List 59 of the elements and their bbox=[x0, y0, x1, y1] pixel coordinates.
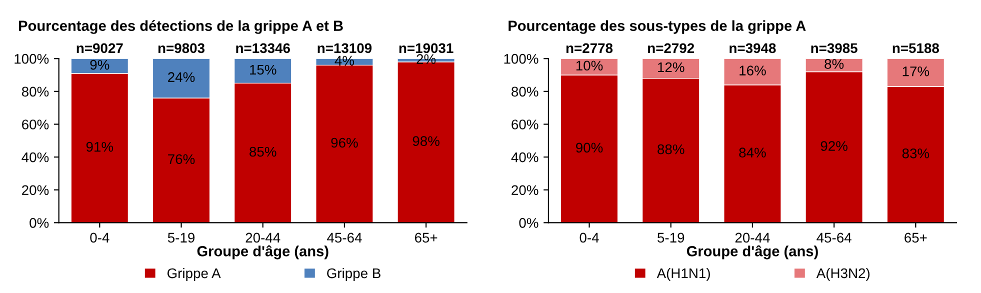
y-tick-label: 20% bbox=[512, 185, 538, 196]
x-tick-label: 0-4 bbox=[580, 232, 599, 243]
x-tick-label: 0-4 bbox=[90, 232, 110, 243]
data-label: 10% bbox=[576, 60, 603, 71]
data-label: 17% bbox=[902, 66, 930, 76]
y-tick-label: 80% bbox=[22, 86, 49, 97]
y-tick-label: 80% bbox=[512, 86, 538, 97]
y-tick-label: 100% bbox=[14, 54, 49, 64]
x-tick-label: 45-64 bbox=[327, 232, 362, 243]
x-tick-label: 20-44 bbox=[246, 232, 280, 243]
data-label: 16% bbox=[740, 66, 766, 76]
data-label: 83% bbox=[902, 148, 930, 158]
x-axis-title: Groupe d'âge (ans) bbox=[197, 245, 328, 260]
data-label: 2% bbox=[416, 54, 436, 64]
annotation: n=19031 bbox=[399, 43, 454, 54]
x-tick-label: 20-44 bbox=[735, 232, 770, 243]
y-tick-label: 20% bbox=[22, 185, 49, 196]
data-label: 90% bbox=[576, 142, 603, 153]
chart-title: Pourcentage des détections de la grippe A et B bbox=[19, 20, 343, 34]
annotation: n=5188 bbox=[892, 43, 939, 54]
data-label: 24% bbox=[168, 72, 195, 82]
data-label: 96% bbox=[331, 138, 358, 148]
y-tick-label: 100% bbox=[504, 54, 538, 64]
data-label: 85% bbox=[250, 146, 276, 157]
annotation: n=2792 bbox=[648, 43, 694, 54]
x-tick-label: 65+ bbox=[904, 232, 927, 243]
data-label: 92% bbox=[820, 141, 848, 151]
x-axis-title: Groupe d'âge (ans) bbox=[686, 245, 818, 260]
legend-label: Grippe A bbox=[167, 268, 221, 281]
legend-label: Grippe B bbox=[327, 268, 380, 281]
annotation: n=3948 bbox=[730, 43, 776, 54]
annotation: n=9027 bbox=[76, 43, 123, 54]
annotation: n=13346 bbox=[236, 43, 290, 54]
y-tick-label: 0% bbox=[30, 218, 49, 228]
data-label: 15% bbox=[250, 64, 276, 75]
x-tick-label: 45-64 bbox=[816, 232, 852, 243]
y-tick-label: 40% bbox=[22, 152, 49, 162]
data-label: 12% bbox=[658, 62, 684, 72]
data-label: 9% bbox=[90, 60, 110, 70]
data-label: 8% bbox=[824, 59, 844, 69]
chart-title: Pourcentage des sous-types de la grippe A bbox=[508, 20, 806, 34]
y-tick-label: 60% bbox=[512, 120, 538, 130]
data-label: 91% bbox=[86, 142, 114, 152]
data-label: 98% bbox=[412, 136, 440, 146]
x-tick-label: 65+ bbox=[414, 232, 438, 243]
legend-label: A(H1N1) bbox=[656, 268, 710, 281]
annotation: n=9803 bbox=[158, 43, 205, 54]
x-tick-label: 5-19 bbox=[168, 232, 195, 243]
annotation: n=2778 bbox=[566, 43, 613, 54]
data-label: 88% bbox=[658, 144, 684, 154]
legend-label: A(H3N2) bbox=[816, 268, 870, 281]
data-label: 76% bbox=[168, 154, 195, 164]
annotation: n=3985 bbox=[811, 43, 858, 54]
x-tick-label: 5-19 bbox=[658, 232, 684, 243]
data-label: 84% bbox=[739, 148, 766, 158]
y-tick-label: 0% bbox=[519, 218, 538, 228]
y-tick-label: 60% bbox=[22, 120, 49, 130]
y-tick-label: 40% bbox=[511, 152, 538, 162]
annotation: n=13109 bbox=[318, 43, 372, 54]
